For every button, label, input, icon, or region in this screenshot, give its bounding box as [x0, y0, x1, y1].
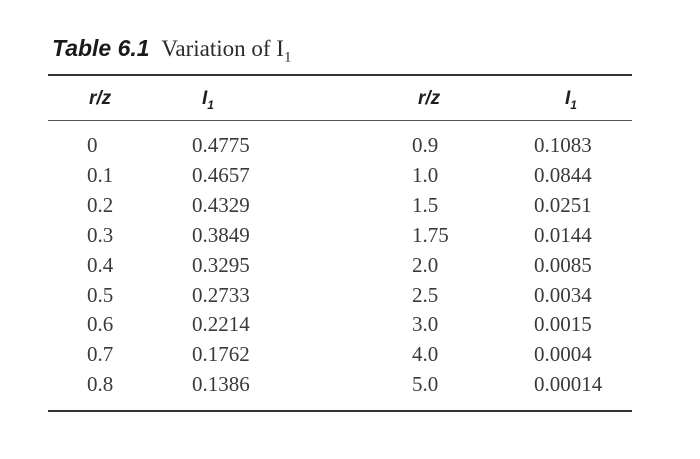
table-cell: 0.6 [87, 312, 114, 337]
table-cell: 0.4775 [192, 133, 250, 157]
table-cell: 0.0034 [534, 282, 592, 307]
column-i1-right: 0.1083 0.0844 0.0251 0.0144 0.0085 0.003… [534, 131, 602, 400]
table-cell: 2.5 [412, 282, 439, 307]
table-cell: 0.4657 [192, 162, 250, 187]
table-cell: 1.5 [412, 192, 439, 217]
table-cell: 0.7 [87, 342, 114, 367]
table-cell: 0.9 [412, 133, 439, 157]
table-cell: 5.0 [412, 372, 439, 397]
table-cell: 0.1762 [192, 342, 250, 367]
table-cell: 0.5 [87, 282, 114, 307]
header-i1-right-text: I [565, 88, 571, 109]
table-cell: 0.0004 [534, 342, 592, 367]
header-i1-left-text: I [202, 88, 208, 109]
table-cell: 1.75 [412, 222, 449, 247]
table-cell: 0 [87, 133, 98, 157]
table-cell: 0.1386 [192, 372, 250, 397]
table-cell: 0.00014 [534, 372, 603, 397]
table-cell: 0.2 [87, 192, 114, 217]
table-cell: 0.2214 [192, 312, 250, 337]
table-cell: 0.1083 [534, 133, 592, 157]
table-cell: 0.8 [87, 372, 114, 397]
header-i1-left: I1 [202, 88, 214, 116]
table-cell: 0.3295 [192, 252, 250, 277]
table-cell: 0.0015 [534, 312, 592, 337]
table-cell: 2.0 [412, 252, 439, 277]
table-cell: 0.2733 [192, 282, 250, 307]
table-cell: 4.0 [412, 342, 439, 367]
column-i1-left: 0.4775 0.4657 0.4329 0.3849 0.3295 0.273… [192, 131, 250, 400]
header-rz-left: r/z [89, 88, 112, 109]
table-top-rule [48, 74, 632, 76]
table-title-subscript: 1 [283, 49, 292, 66]
table-cell: 3.0 [412, 312, 439, 337]
table-number: Table 6.1 [52, 35, 150, 61]
table-title: Variation of I1 [161, 36, 291, 66]
table-bottom-rule [48, 410, 632, 412]
table-cell: 1.0 [412, 162, 439, 187]
column-rz-left: 0 0.1 0.2 0.3 0.4 0.5 0.6 0.7 0.8 [87, 131, 113, 400]
table-cell: 0.3 [87, 222, 114, 247]
header-i1-right-subscript: 1 [570, 97, 577, 112]
table-cell: 0.4329 [192, 192, 250, 217]
table-cell: 0.0144 [534, 222, 592, 247]
table-cell: 0.0085 [534, 252, 592, 277]
table-cell: 0.4 [87, 252, 114, 277]
table-cell: 0.0251 [534, 192, 592, 217]
table-cell: 0.1 [87, 162, 114, 187]
column-rz-right: 0.9 1.0 1.5 1.75 2.0 2.5 3.0 4.0 5.0 [412, 131, 449, 400]
table-cell: 0.3849 [192, 222, 250, 247]
header-rz-right: r/z [418, 88, 441, 109]
header-i1-left-subscript: 1 [207, 97, 214, 112]
table-cell: 0.0844 [534, 162, 592, 187]
header-divider [48, 120, 632, 121]
header-i1-right: I1 [565, 88, 577, 116]
table-title-text: Variation of I [161, 36, 284, 61]
table-caption: Table 6.1 Variation of I1 [52, 34, 291, 72]
